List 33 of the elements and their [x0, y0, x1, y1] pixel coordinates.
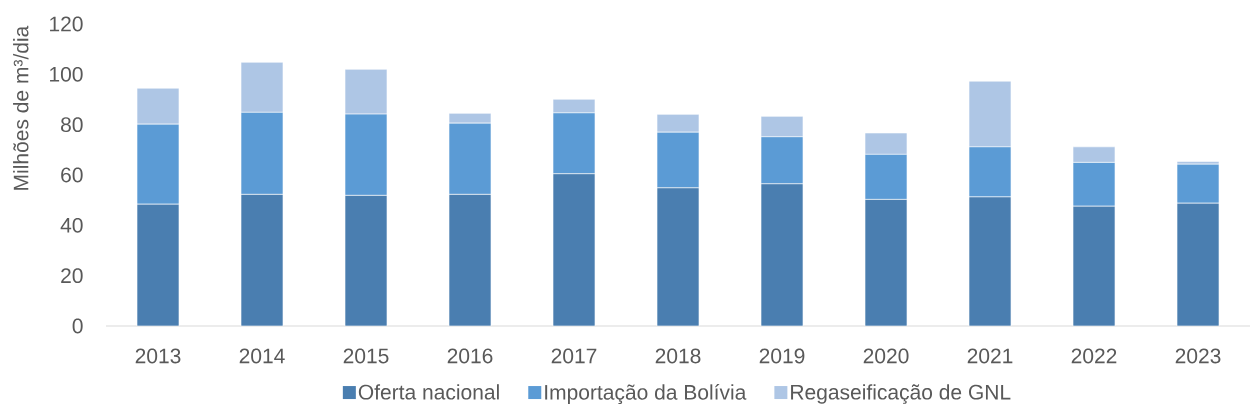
bar: [656, 187, 700, 326]
y-tick-label: 100: [50, 66, 83, 82]
x-tick-label: 2017: [551, 348, 597, 364]
bar: [344, 195, 388, 326]
bar: [1072, 205, 1116, 326]
bar: [552, 173, 596, 326]
x-tick-label: 2018: [655, 348, 701, 364]
y-tick-label: 20: [61, 268, 83, 284]
x-tick-label: 2023: [1175, 348, 1221, 364]
legend-label: Importação da Bolívia: [545, 384, 747, 404]
legend-label: Regaseificação de GNL: [791, 384, 1011, 404]
y-tick-label: 0: [72, 318, 83, 334]
x-tick-label: 2019: [759, 348, 805, 364]
legend-label: Oferta nacional: [358, 384, 499, 400]
y-tick-label: 120: [50, 16, 83, 32]
bar: [1176, 202, 1220, 326]
x-tick-label: 2021: [967, 348, 1013, 364]
y-tick-label: 40: [60, 217, 83, 233]
bar: [968, 196, 1012, 326]
x-tick-label: 2016: [447, 348, 493, 364]
x-tick-label: 2022: [1071, 348, 1117, 364]
bar: [864, 199, 908, 326]
x-tick-label: 2020: [863, 348, 909, 364]
y-tick-label: 60: [61, 167, 83, 183]
x-tick-label: 2014: [239, 348, 285, 364]
bar: [448, 194, 492, 326]
bar: [760, 183, 804, 326]
y-axis-title: Milhões de m³/dia: [13, 25, 29, 190]
bar: [240, 194, 284, 326]
y-tick-label: 80: [61, 117, 83, 133]
x-tick-label: 2013: [135, 348, 181, 364]
bar: [136, 203, 180, 326]
x-tick-label: 2015: [343, 348, 389, 364]
